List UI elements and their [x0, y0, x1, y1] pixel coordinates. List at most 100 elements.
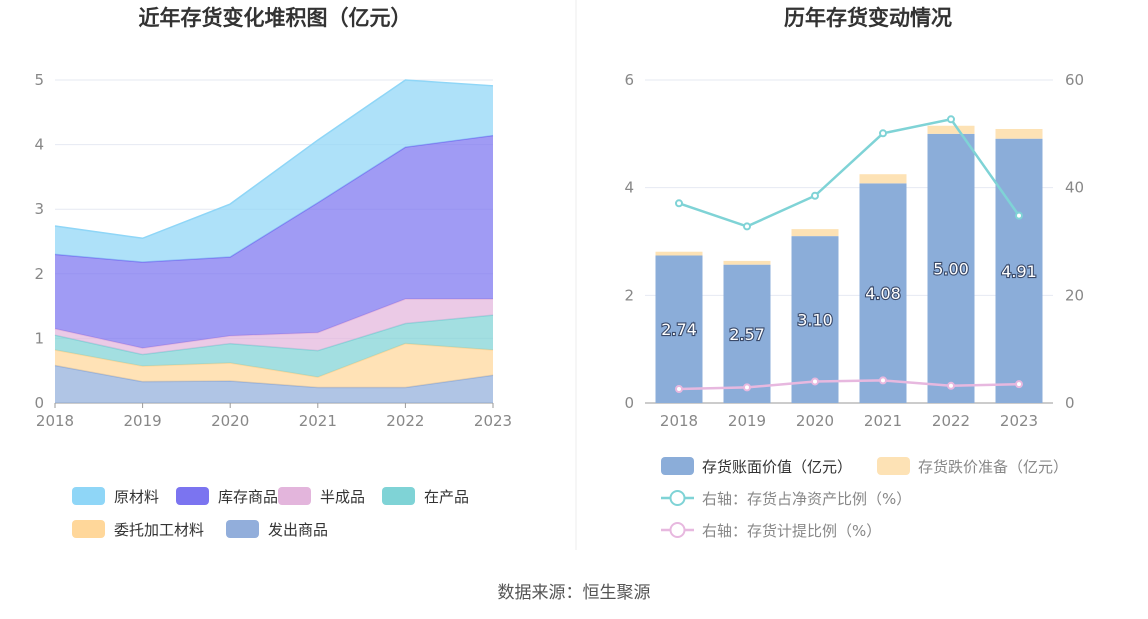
right-x-tick-label: 2018 [660, 412, 698, 430]
legend-swatch [661, 457, 694, 475]
left-legend-item: 发出商品 [226, 520, 328, 539]
right-x-tick-label: 2021 [864, 412, 902, 430]
area-edge-raw_materials [54, 79, 494, 240]
right-bars [655, 125, 1043, 404]
right-y2-tick-label: 40 [1065, 179, 1084, 197]
left-x-tick-label: 2022 [386, 412, 424, 430]
right-x-tick-label: 2020 [796, 412, 834, 430]
left-y-tick-label: 1 [34, 329, 44, 347]
bar-bar_provision [791, 229, 839, 237]
bar-value-label: 2.57 [729, 325, 765, 344]
legend-swatch [877, 457, 910, 475]
bar-bar_provision [927, 125, 975, 134]
line-point [947, 381, 955, 390]
bar-value-label: 2.74 [661, 320, 697, 339]
line-point [811, 377, 819, 386]
line-point [879, 376, 887, 385]
line-point [743, 383, 751, 392]
area-raw_materials [55, 80, 493, 263]
area-consigned [55, 343, 493, 388]
left-legend-item: 原材料 [72, 487, 159, 506]
right-legend-line-item: 右轴：存货计提比例（%） [661, 522, 881, 540]
line-point [879, 129, 887, 138]
right-x-tick-label: 2022 [932, 412, 970, 430]
area-shipped [55, 365, 493, 403]
bar-value-label: 5.00 [933, 259, 969, 278]
bar-bar_book_value [995, 138, 1043, 403]
left-x-tick-label: 2023 [474, 412, 512, 430]
legend-label: 存货跌价准备（亿元） [918, 458, 1068, 476]
line-point [947, 115, 955, 124]
legend-label: 半成品 [320, 488, 365, 506]
right-legend-bar-item: 存货跌价准备（亿元） [877, 457, 1068, 476]
left-legend-item: 在产品 [382, 487, 469, 506]
left-areas [54, 79, 494, 403]
legend-label: 存货账面价值（亿元） [702, 458, 852, 476]
right-y2-tick-label: 20 [1065, 286, 1084, 304]
line-line_net_asset_ratio [678, 117, 1021, 228]
line-point [743, 222, 751, 231]
right-legend-line-item: 右轴：存货占净资产比例（%） [661, 490, 911, 508]
left-legend-item: 半成品 [278, 487, 365, 506]
line-point [675, 199, 683, 208]
legend-line-marker [669, 490, 686, 506]
line-point [1015, 211, 1023, 220]
line-point [675, 385, 683, 394]
left-x-tick-label: 2021 [299, 412, 337, 430]
right-chart-title: 历年存货变动情况 [784, 6, 952, 30]
bar-value-label: 4.08 [865, 284, 901, 303]
right-legend: 存货账面价值（亿元） 存货跌价准备（亿元） 右轴：存货占净资产比例（%） 右轴：存货计… [661, 457, 1068, 540]
left-x-tick-label: 2020 [211, 412, 249, 430]
legend-swatch [72, 520, 105, 538]
right-y-ticks-right: 0 20 40 60 [1065, 71, 1084, 412]
left-y-tick-label: 0 [34, 394, 44, 412]
right-grid [645, 79, 1053, 404]
legend-label: 右轴：存货计提比例（%） [702, 522, 881, 540]
left-y-tick-label: 4 [34, 136, 44, 154]
area-semi_finished [55, 298, 493, 355]
right-legend-bar-item: 存货账面价值（亿元） [661, 457, 852, 476]
left-x-tick-label: 2018 [36, 412, 74, 430]
left-y-tick-label: 3 [34, 200, 44, 218]
bar-bar_provision [859, 174, 907, 184]
left-legend-item: 库存商品 [176, 487, 278, 506]
right-y2-tick-label: 0 [1065, 394, 1075, 412]
bar-value-label: 4.91 [1001, 262, 1037, 281]
legend-label: 原材料 [114, 488, 159, 506]
legend-label: 在产品 [424, 488, 469, 506]
bar-bar_book_value [723, 264, 771, 403]
legend-label: 右轴：存货占净资产比例（%） [702, 490, 911, 508]
right-lines [675, 115, 1023, 394]
right-x-tick-label: 2019 [728, 412, 766, 430]
bar-bar_provision [723, 260, 771, 265]
bar-bar_book_value [655, 255, 703, 403]
legend-label: 发出商品 [268, 521, 328, 539]
bar-value-label: 3.10 [797, 311, 833, 330]
legend-line-marker [669, 522, 686, 538]
stacked-area-chart: 近年存货变化堆积图（亿元） 0 1 2 3 4 5 2018 2019 2020 2021 202… [34, 6, 512, 539]
area-finished_goods [55, 135, 493, 349]
legend-label: 库存商品 [218, 488, 278, 506]
legend-swatch [382, 487, 415, 505]
left-chart-title: 近年存货变化堆积图（亿元） [139, 6, 412, 30]
right-y-tick-label: 2 [624, 286, 634, 304]
right-bar-labels: 2.74 2.57 3.10 4.08 5.00 4.91 [660, 258, 1038, 345]
right-y-ticks-left: 0 2 4 6 [624, 71, 634, 412]
data-source: 数据来源：恒生聚源 [498, 583, 651, 603]
right-y-tick-label: 0 [624, 394, 634, 412]
left-x-ticks: 2018 2019 2020 2021 2022 2023 [36, 403, 512, 430]
left-legend-item: 委托加工材料 [72, 520, 204, 539]
legend-label: 委托加工材料 [114, 521, 204, 539]
right-x-ticks: 2018 2019 2020 2021 2022 2023 [660, 412, 1038, 430]
legend-swatch [226, 520, 259, 538]
right-y-tick-label: 4 [624, 179, 634, 197]
left-x-tick-label: 2019 [124, 412, 162, 430]
right-x-tick-label: 2023 [1000, 412, 1038, 430]
bar-bar_book_value [791, 236, 839, 403]
legend-swatch [176, 487, 209, 505]
legend-swatch [72, 487, 105, 505]
